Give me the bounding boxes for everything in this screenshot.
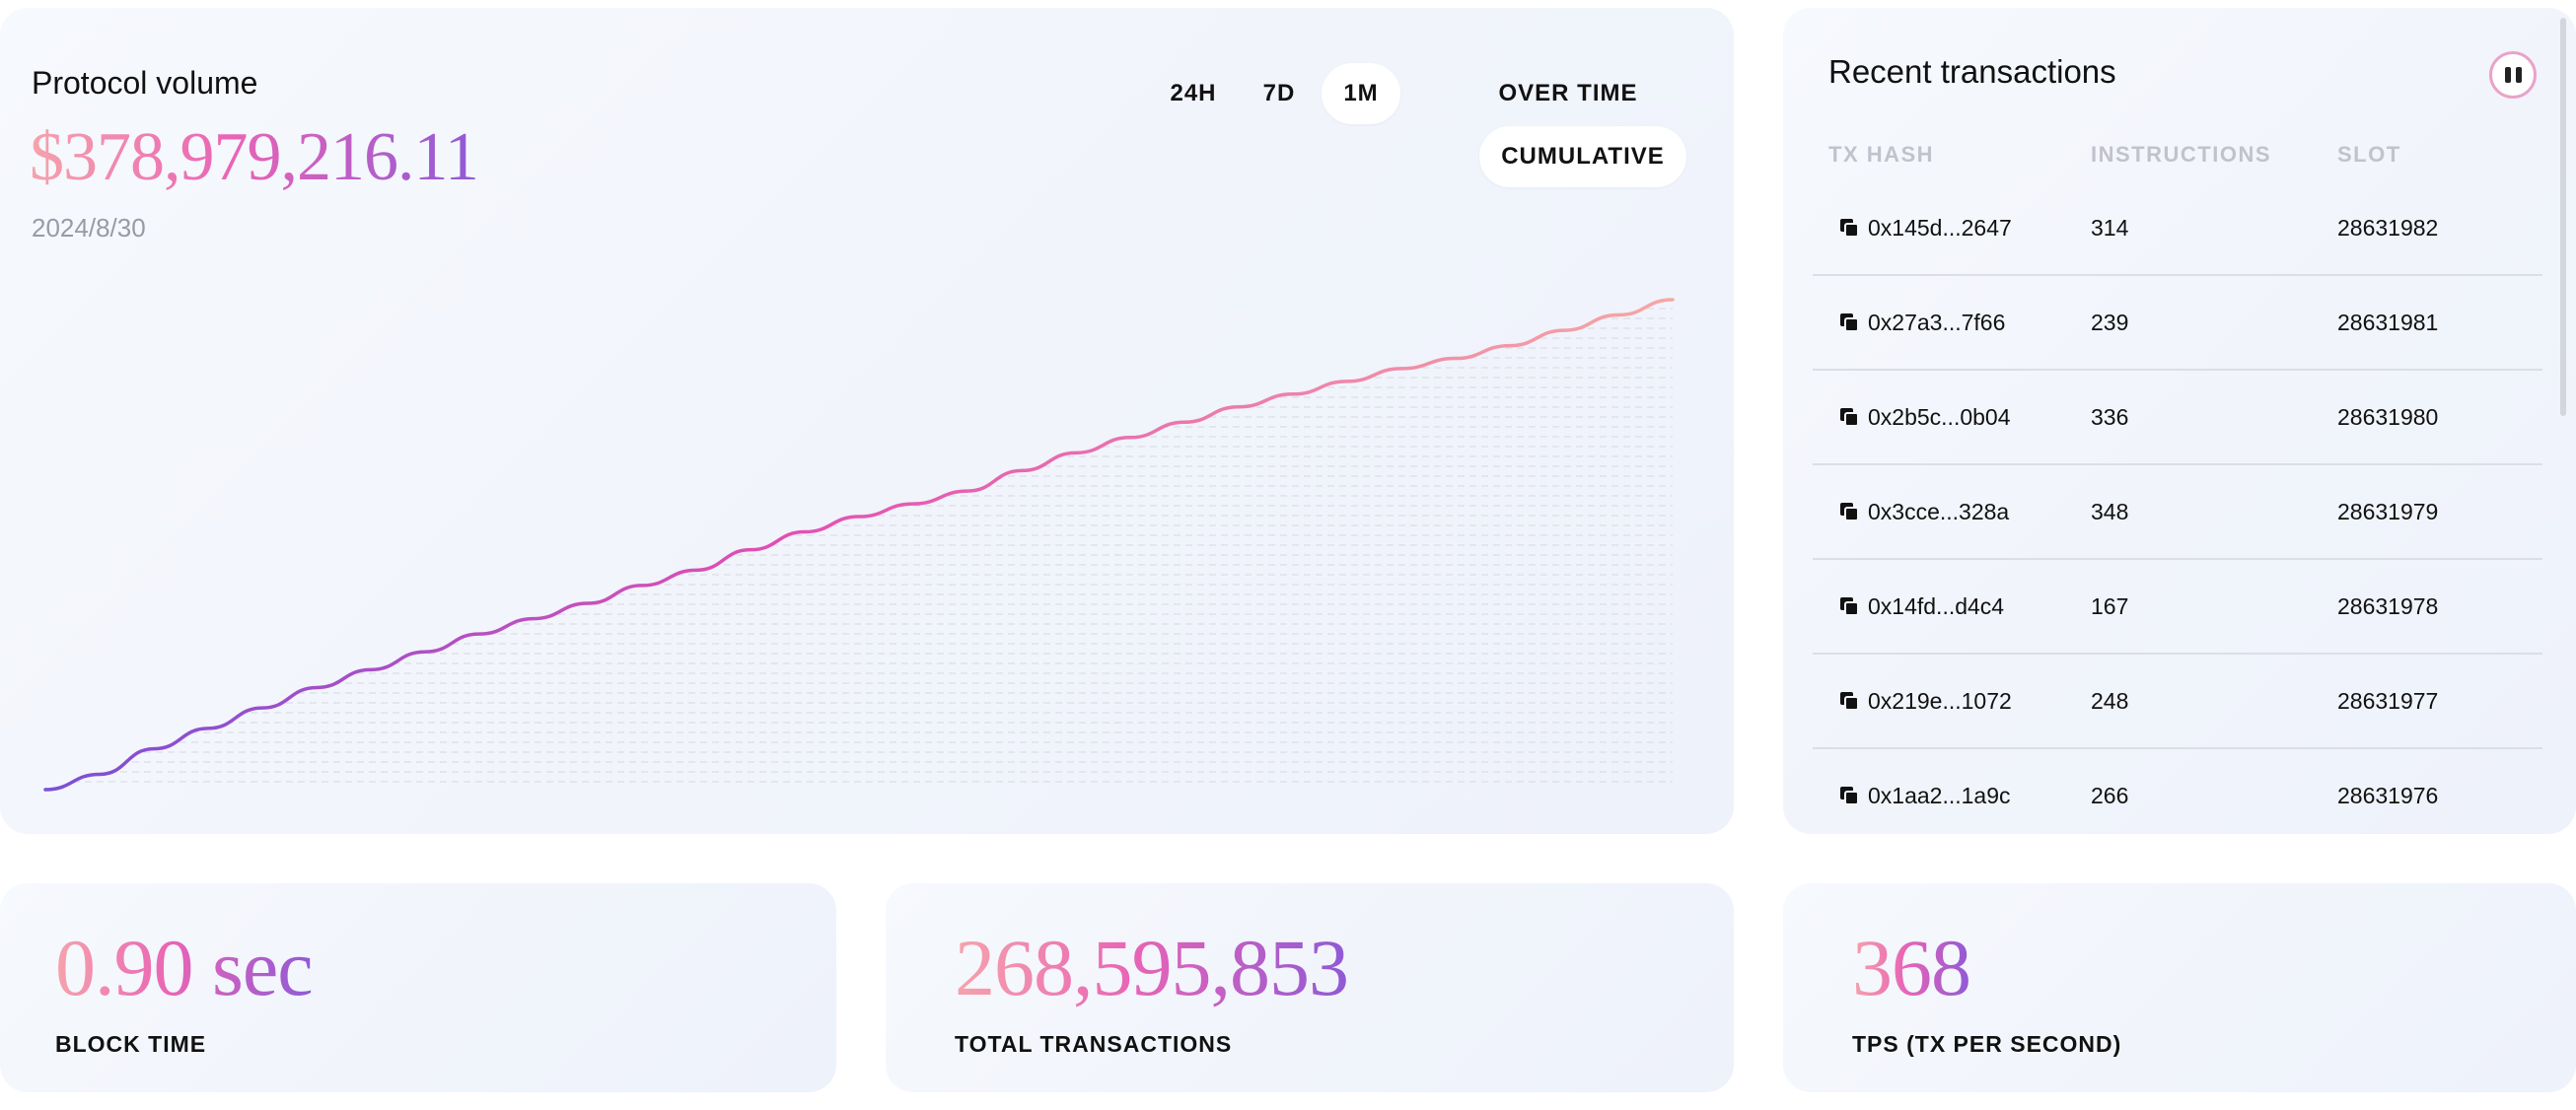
instructions-cell: 248 [2091,688,2129,714]
tps-label: TPS (TX PER SECOND) [1852,1031,2122,1057]
slot-cell: 28631978 [2337,593,2439,619]
instructions-cell: 266 [2091,783,2129,808]
instructions-cell: 167 [2091,593,2129,619]
table-row[interactable]: 0x219e...1072 248 28631977 [1813,655,2542,749]
copy-icon[interactable] [1838,595,1860,617]
table-row[interactable]: 0x145d...2647 314 28631982 [1813,181,2542,276]
tx-hash-cell[interactable]: 0x1aa2...1a9c [1868,783,2011,808]
protocol-volume-card: Protocol volume $378,979,216.11 2024/8/3… [0,8,1734,834]
slot-cell: 28631982 [2337,215,2439,241]
slot-cell: 28631977 [2337,688,2439,714]
tx-hash-cell[interactable]: 0x14fd...d4c4 [1868,593,2005,619]
tps-card: 368 TPS (TX PER SECOND) [1783,883,2576,1092]
slot-cell: 28631976 [2337,783,2439,808]
protocol-volume-title: Protocol volume [32,65,258,101]
chart-area-fill [45,300,1673,790]
table-row[interactable]: 0x2b5c...0b04 336 28631980 [1813,371,2542,465]
volume-chart [43,298,1675,792]
range-7d-button[interactable]: 7D [1262,80,1296,106]
block-time-value: 0.90 sec [55,921,314,1015]
copy-icon[interactable] [1838,312,1860,333]
table-row[interactable]: 0x14fd...d4c4 167 28631978 [1813,560,2542,655]
table-row[interactable]: 0x27a3...7f66 239 28631981 [1813,276,2542,371]
range-24h-button[interactable]: 24H [1170,80,1217,106]
total-transactions-card: 268,595,853 TOTAL TRANSACTIONS [886,883,1734,1092]
copy-icon[interactable] [1838,406,1860,428]
slot-cell: 28631980 [2337,404,2439,430]
protocol-volume-date: 2024/8/30 [32,213,146,243]
instructions-cell: 239 [2091,310,2129,335]
copy-icon[interactable] [1838,501,1860,522]
block-time-label: BLOCK TIME [55,1031,207,1057]
copy-icon[interactable] [1838,785,1860,806]
table-row[interactable]: 0x3cce...328a 348 28631979 [1813,465,2542,560]
column-header-tx-hash: TX HASH [1828,142,1935,167]
tx-hash-cell[interactable]: 0x27a3...7f66 [1868,310,2006,335]
copy-icon[interactable] [1838,217,1860,239]
tx-hash-cell[interactable]: 0x3cce...328a [1868,499,2010,524]
total-transactions-label: TOTAL TRANSACTIONS [955,1031,1233,1057]
pause-icon[interactable] [2489,51,2537,99]
slot-cell: 28631981 [2337,310,2439,335]
column-header-slot: SLOT [2337,142,2401,167]
over-time-button[interactable]: OVER TIME [1498,80,1638,106]
total-transactions-value: 268,595,853 [955,921,1349,1015]
transactions-scrollbar[interactable] [2560,18,2566,416]
cumulative-button[interactable]: CUMULATIVE [1479,126,1686,187]
tx-hash-cell[interactable]: 0x145d...2647 [1868,215,2012,241]
range-1m-button[interactable]: 1M [1322,63,1400,124]
instructions-cell: 336 [2091,404,2129,430]
recent-transactions-title: Recent transactions [1828,53,2116,90]
block-time-card: 0.90 sec BLOCK TIME [0,883,836,1092]
recent-transactions-card: Recent transactions TX HASH INSTRUCTIONS… [1783,8,2576,834]
tx-hash-cell[interactable]: 0x219e...1072 [1868,688,2012,714]
instructions-cell: 348 [2091,499,2129,524]
instructions-cell: 314 [2091,215,2129,241]
protocol-volume-value: $378,979,216.11 [30,119,479,195]
column-header-instructions: INSTRUCTIONS [2091,142,2271,167]
table-row[interactable]: 0x1aa2...1a9c 266 28631976 [1813,749,2542,834]
copy-icon[interactable] [1838,690,1860,712]
tps-value: 368 [1852,921,1971,1015]
tx-hash-cell[interactable]: 0x2b5c...0b04 [1868,404,2011,430]
chart-series-line [43,298,1675,792]
slot-cell: 28631979 [2337,499,2439,524]
